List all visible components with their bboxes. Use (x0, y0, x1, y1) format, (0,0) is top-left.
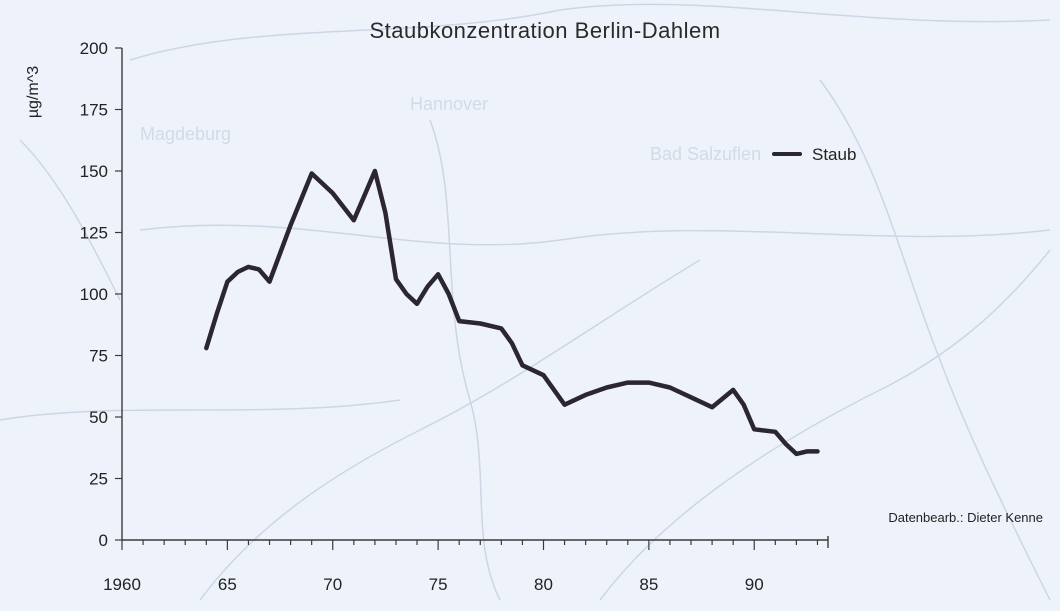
x-tick-label: 75 (429, 575, 448, 594)
x-tick-label: 90 (745, 575, 764, 594)
legend: Staub (772, 145, 856, 164)
y-tick-label: 50 (89, 408, 108, 427)
x-ticks: 1960 65 70 75 80 85 90 (103, 540, 819, 594)
chart-title: Staubkonzentration Berlin-Dahlem (369, 18, 720, 43)
y-tick-label: 75 (89, 347, 108, 366)
x-tick-label: 1960 (103, 575, 141, 594)
y-tick-label: 175 (80, 101, 108, 120)
x-tick-label: 65 (218, 575, 237, 594)
bg-map-text: Magdeburg (140, 124, 231, 144)
y-tick-label: 200 (80, 39, 108, 58)
x-tick-label: 80 (534, 575, 553, 594)
y-ticks: 0 25 50 75 100 125 150 175 200 (80, 39, 122, 550)
series-line-staub (204, 168, 820, 457)
y-tick-label: 150 (80, 162, 108, 181)
y-tick-label: 100 (80, 285, 108, 304)
y-tick-label: 125 (80, 224, 108, 243)
y-axis-label: µg/m^3 (25, 66, 42, 118)
y-tick-label: 25 (89, 470, 108, 489)
bg-map-text: Hannover (410, 94, 488, 114)
credit-annotation: Datenbearb.: Dieter Kenne (888, 510, 1043, 525)
legend-label-staub: Staub (812, 145, 856, 164)
bg-map-text: Bad Salzuflen (650, 144, 761, 164)
x-tick-label: 85 (639, 575, 658, 594)
x-tick-label: 70 (323, 575, 342, 594)
y-tick-label: 0 (99, 531, 108, 550)
